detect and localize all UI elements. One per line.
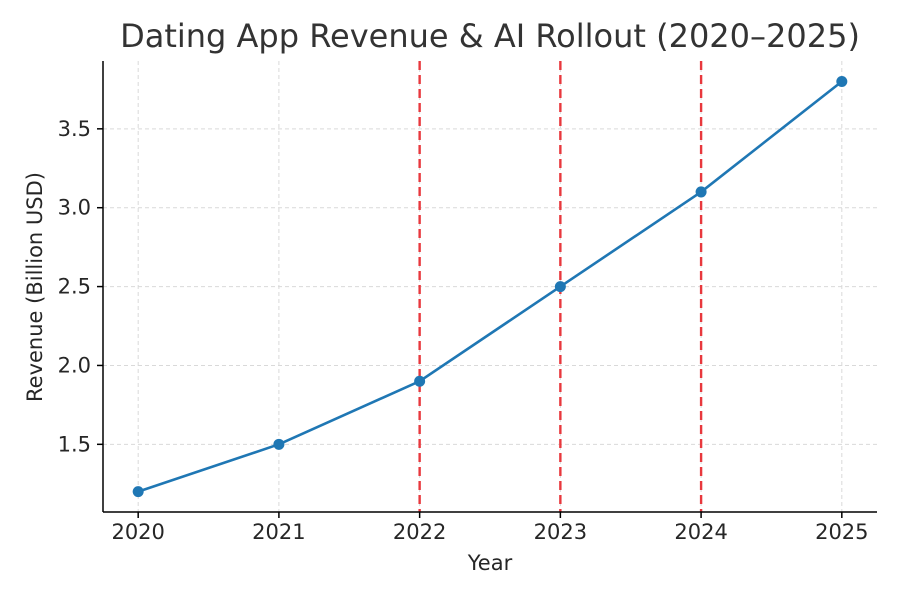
y-tick-label: 3.0 xyxy=(58,196,91,220)
data-point xyxy=(132,486,144,498)
data-point xyxy=(836,76,848,88)
y-axis-label: Revenue (Billion USD) xyxy=(23,172,47,402)
data-point xyxy=(414,375,426,387)
chart-title: Dating App Revenue & AI Rollout (2020–20… xyxy=(120,17,860,55)
data-point xyxy=(273,438,285,450)
x-tick-label: 2023 xyxy=(534,520,587,544)
grid xyxy=(103,61,877,512)
x-tick-label: 2022 xyxy=(393,520,446,544)
tick-labels: 2020 2021 2022 2023 2024 2025 1.5 2.0 2.5 3.0 3.5 xyxy=(58,117,869,544)
x-tick-label: 2024 xyxy=(674,520,727,544)
x-tick-label: 2020 xyxy=(111,520,164,544)
data-point xyxy=(695,186,707,198)
series-layer xyxy=(132,76,848,498)
y-tick-label: 3.5 xyxy=(58,117,91,141)
y-tick-label: 1.5 xyxy=(58,432,91,456)
series-line xyxy=(136,80,844,493)
x-axis-label: Year xyxy=(467,551,513,575)
y-tick-label: 2.5 xyxy=(58,275,91,299)
y-tick-label: 2.0 xyxy=(58,353,91,377)
x-tick-label: 2021 xyxy=(252,520,305,544)
data-point xyxy=(554,281,566,293)
x-tick-label: 2025 xyxy=(815,520,868,544)
